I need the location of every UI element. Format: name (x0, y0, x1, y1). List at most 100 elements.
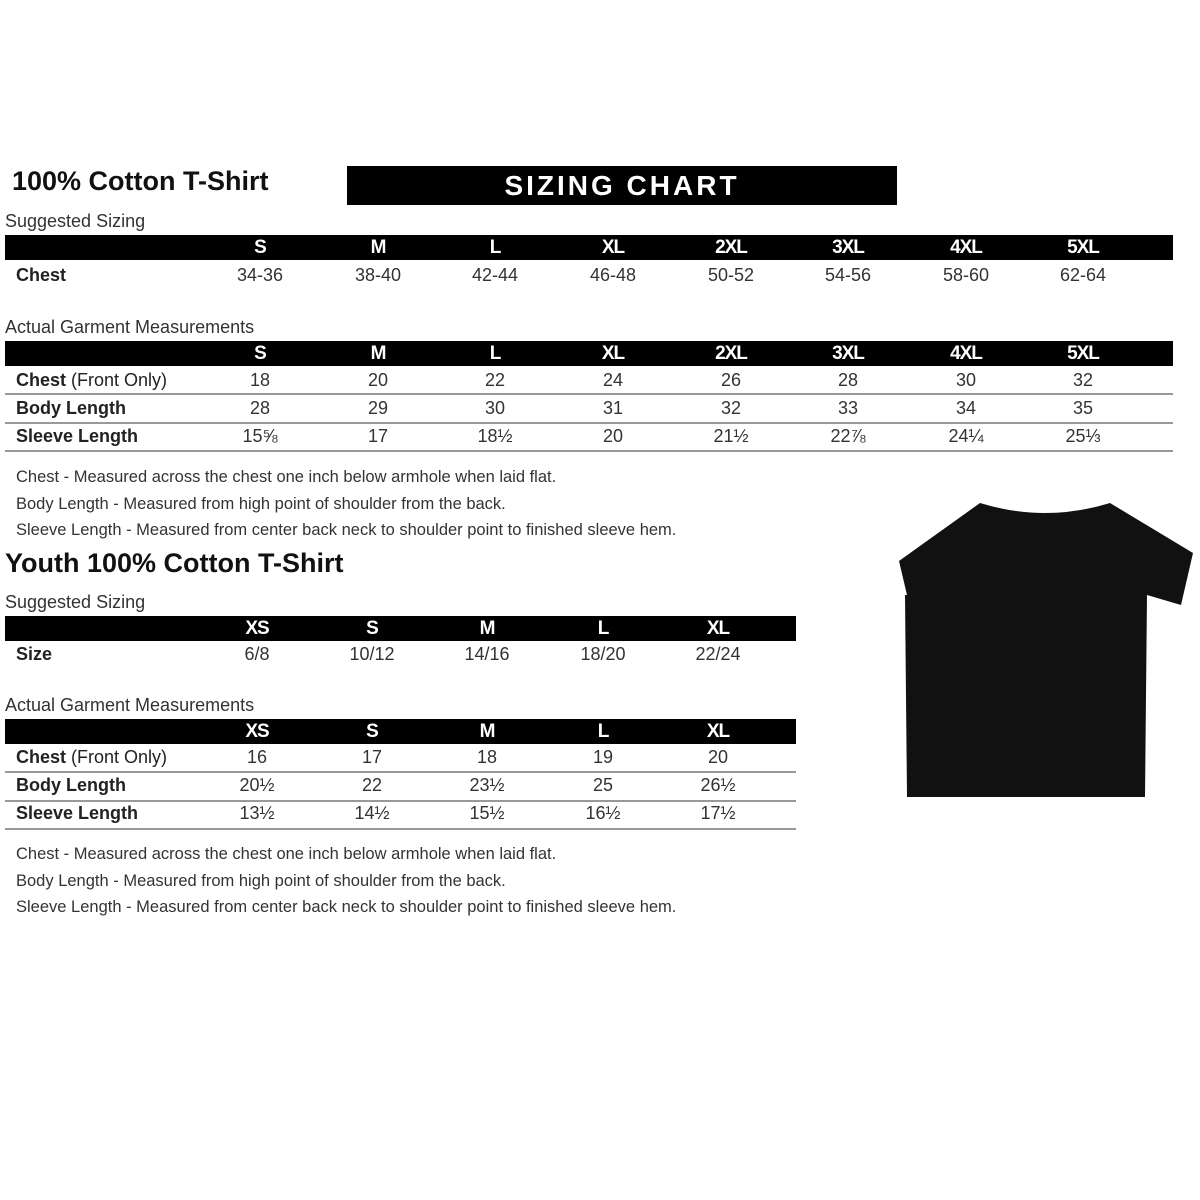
youth-actual-label: Actual Garment Measurements (5, 695, 255, 715)
table-cell: 26½ (700, 775, 736, 795)
table-cell: 6/8 (244, 644, 270, 664)
size-header-S: S (366, 618, 379, 639)
row-label-note: (Front Only) (71, 747, 168, 767)
row-divider (5, 450, 1173, 452)
table-cell: 32 (720, 398, 742, 418)
row-label: Sleeve Length (16, 426, 138, 447)
size-header-L: L (597, 721, 610, 742)
size-header-M: M (370, 343, 387, 364)
table-cell: 20 (602, 426, 624, 446)
size-header-S: S (254, 343, 267, 364)
row-label: Size (16, 644, 52, 665)
row-label: Chest (Front Only) (16, 747, 167, 768)
row-divider (5, 800, 796, 802)
size-header-L: L (489, 343, 502, 364)
tshirt-image (899, 503, 1193, 797)
table-cell: 16½ (585, 803, 621, 823)
table-cell: 33 (837, 398, 859, 418)
size-header-M: M (370, 237, 387, 258)
table-cell: 30 (484, 398, 506, 418)
table-cell: 24 (602, 370, 624, 390)
table-cell: 28 (837, 370, 859, 390)
measurement-note: Body Length - Measured from high point o… (16, 494, 506, 513)
size-header-M: M (479, 618, 496, 639)
table-cell: 38-40 (354, 265, 402, 285)
row-label: Sleeve Length (16, 803, 138, 824)
table-cell: 18/20 (580, 644, 626, 664)
table-cell: 13½ (239, 803, 275, 823)
size-header-L: L (597, 618, 610, 639)
row-label: Chest (Front Only) (16, 370, 167, 391)
size-header-M: M (479, 721, 496, 742)
row-label-text: Sleeve Length (16, 426, 139, 446)
table-cell: 20 (707, 747, 729, 767)
table-cell: 22⅞ (830, 426, 866, 446)
table-cell: 30 (955, 370, 977, 390)
size-header-3XL: 3XL (832, 237, 865, 258)
row-divider (5, 771, 796, 773)
size-header-3XL: 3XL (832, 343, 865, 364)
row-label-text: Size (16, 644, 53, 664)
table-cell: 34 (955, 398, 977, 418)
table-cell: 18 (476, 747, 498, 767)
row-label-text: Chest (16, 370, 67, 390)
table-cell: 17 (361, 747, 383, 767)
row-label: Body Length (16, 398, 126, 419)
youth-title: Youth 100% Cotton T-Shirt (5, 548, 344, 578)
table-cell: 18½ (477, 426, 513, 446)
row-label: Body Length (16, 775, 126, 796)
adult-suggested-label: Suggested Sizing (5, 211, 146, 231)
table-cell: 16 (246, 747, 268, 767)
row-divider (5, 828, 796, 830)
table-cell: 26 (720, 370, 742, 390)
size-header-bar (5, 616, 796, 641)
table-cell: 35 (1072, 398, 1094, 418)
size-header-bar (5, 235, 1173, 260)
table-cell: 19 (592, 747, 614, 767)
size-header-bar (5, 719, 796, 744)
adult-actual-label: Actual Garment Measurements (5, 317, 255, 337)
table-cell: 21½ (713, 426, 749, 446)
size-header-S: S (254, 237, 267, 258)
row-label-note: (Front Only) (71, 370, 168, 390)
table-cell: 32 (1072, 370, 1094, 390)
size-header-5XL: 5XL (1067, 343, 1100, 364)
size-header-XL: XL (706, 721, 730, 742)
table-cell: 22/24 (695, 644, 741, 664)
table-cell: 14/16 (464, 644, 510, 664)
table-cell: 15⅝ (242, 426, 278, 446)
measurement-note: Sleeve Length - Measured from center bac… (16, 521, 677, 539)
table-cell: 25⅓ (1065, 426, 1101, 446)
row-label-text: Chest (16, 265, 67, 285)
table-cell: 17½ (700, 803, 736, 823)
table-cell: 31 (602, 398, 624, 418)
size-header-S: S (366, 721, 379, 742)
table-cell: 20½ (239, 775, 275, 795)
table-cell: 25 (592, 775, 614, 795)
table-cell: 54-56 (824, 265, 872, 285)
measurement-note: Sleeve Length - Measured from center bac… (16, 898, 677, 916)
size-header-XS: XS (245, 721, 269, 742)
size-header-XL: XL (601, 237, 625, 258)
size-header-bar (5, 341, 1173, 366)
table-cell: 15½ (469, 803, 505, 823)
table-cell: 34-36 (236, 265, 284, 285)
size-header-4XL: 4XL (950, 343, 983, 364)
table-cell: 24¼ (948, 426, 984, 446)
youth-suggested-label: Suggested Sizing (5, 592, 146, 612)
table-cell: 17 (367, 426, 389, 446)
size-header-XL: XL (601, 343, 625, 364)
measurement-note: Chest - Measured across the chest one in… (16, 468, 557, 486)
size-header-2XL: 2XL (715, 343, 748, 364)
table-cell: 28 (249, 398, 271, 418)
table-cell: 29 (367, 398, 389, 418)
row-label-text: Sleeve Length (16, 803, 139, 823)
table-cell: 58-60 (942, 265, 990, 285)
row-divider (5, 393, 1173, 395)
row-label-text: Body Length (16, 775, 126, 795)
table-cell: 50-52 (707, 265, 755, 285)
size-header-4XL: 4XL (950, 237, 983, 258)
size-header-5XL: 5XL (1067, 237, 1100, 258)
size-header-L: L (489, 237, 502, 258)
